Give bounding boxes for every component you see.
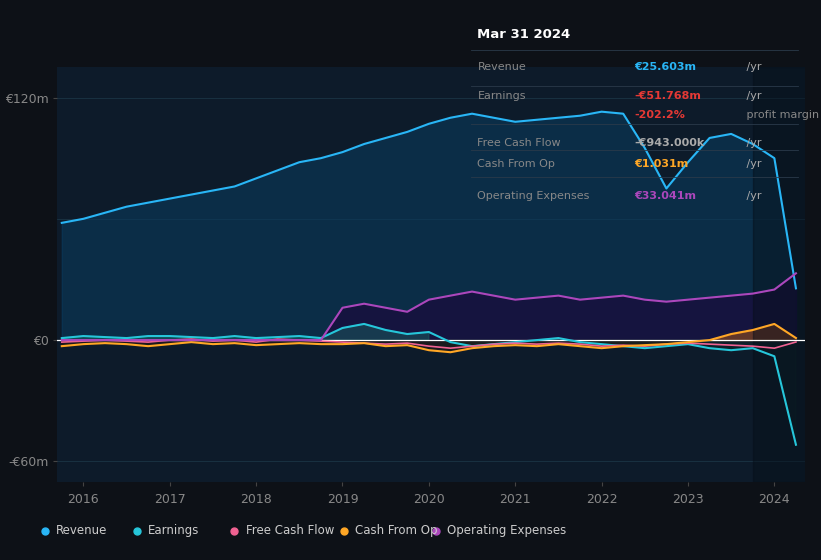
Text: Revenue: Revenue (56, 524, 108, 537)
Text: Revenue: Revenue (478, 62, 526, 72)
Text: €33.041m: €33.041m (635, 192, 696, 202)
Text: Free Cash Flow: Free Cash Flow (246, 524, 334, 537)
Text: -202.2%: -202.2% (635, 110, 685, 120)
Text: Cash From Op: Cash From Op (355, 524, 438, 537)
Text: Mar 31 2024: Mar 31 2024 (478, 28, 571, 41)
Text: Operating Expenses: Operating Expenses (478, 192, 589, 202)
Text: /yr: /yr (743, 62, 762, 72)
Text: /yr: /yr (743, 192, 762, 202)
Text: Earnings: Earnings (148, 524, 200, 537)
Text: Cash From Op: Cash From Op (478, 160, 555, 170)
Text: /yr: /yr (743, 91, 762, 101)
Text: €1.031m: €1.031m (635, 160, 689, 170)
Text: -€943.000k: -€943.000k (635, 138, 704, 148)
Bar (753, 67, 809, 482)
Text: profit margin: profit margin (743, 110, 819, 120)
Text: /yr: /yr (743, 138, 762, 148)
Text: Earnings: Earnings (478, 91, 526, 101)
Text: /yr: /yr (743, 160, 762, 170)
Text: -€51.768m: -€51.768m (635, 91, 701, 101)
Text: €25.603m: €25.603m (635, 62, 696, 72)
Text: Operating Expenses: Operating Expenses (447, 524, 566, 537)
Text: Free Cash Flow: Free Cash Flow (478, 138, 561, 148)
